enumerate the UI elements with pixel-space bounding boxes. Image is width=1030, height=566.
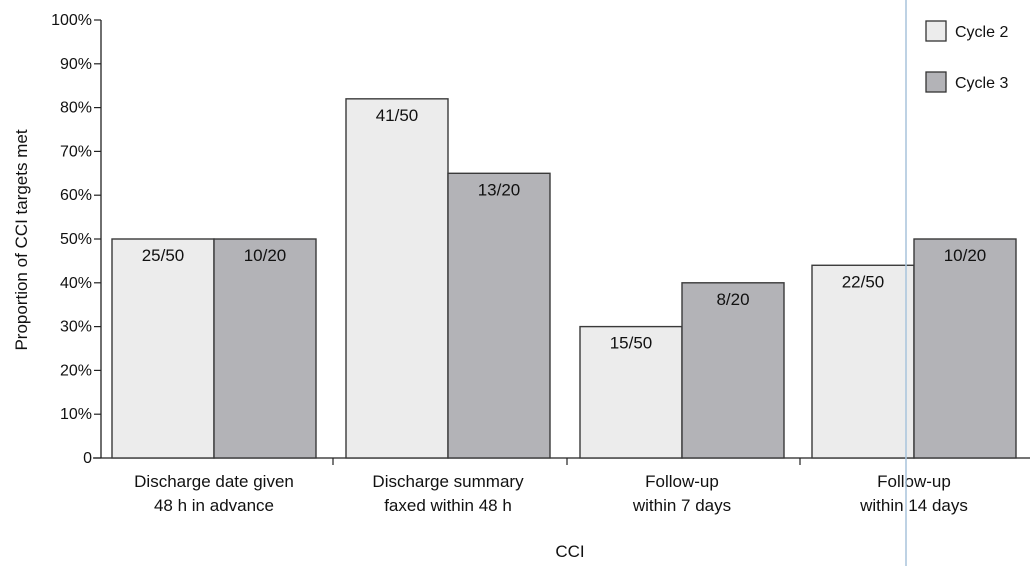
y-axis-title: Proportion of CCI targets met bbox=[12, 129, 31, 350]
bar-cycle-3 bbox=[213, 238, 317, 459]
bar-cycle-3 bbox=[681, 282, 785, 459]
bar-data-label: 41/50 bbox=[376, 106, 419, 125]
y-tick-label: 50% bbox=[60, 231, 92, 248]
bar-cycle-2 bbox=[579, 325, 683, 459]
bar-data-label: 15/50 bbox=[610, 334, 653, 353]
x-category-label: Follow-up bbox=[877, 472, 951, 491]
x-category-label: Discharge date given bbox=[134, 472, 294, 491]
bar-data-label: 22/50 bbox=[842, 272, 885, 291]
y-tick-label: 40% bbox=[60, 275, 92, 292]
bar-cycle-2 bbox=[345, 98, 449, 459]
bar-cycle-3 bbox=[447, 172, 551, 459]
bar-cycle-2 bbox=[111, 238, 215, 459]
legend-label: Cycle 2 bbox=[955, 24, 1008, 41]
chart-bars: 25/50 41/50 15/50 22/50 10/20 13/20 8/20 10/20 bbox=[111, 98, 1017, 459]
y-tick-label: 0 bbox=[83, 450, 92, 467]
y-tick-label: 100% bbox=[51, 12, 92, 29]
y-tick-label: 70% bbox=[60, 143, 92, 160]
bar-cycle-3 bbox=[913, 238, 1017, 459]
x-category-label: Follow-up bbox=[645, 472, 719, 491]
x-category-label: within 14 days bbox=[859, 496, 968, 515]
y-tick-label: 20% bbox=[60, 362, 92, 379]
y-tick-label: 30% bbox=[60, 319, 92, 336]
bar-data-label: 8/20 bbox=[716, 290, 749, 309]
legend-swatch bbox=[925, 20, 947, 42]
bar-data-label: 25/50 bbox=[142, 246, 185, 265]
y-tick-label: 80% bbox=[60, 100, 92, 117]
x-category-label: faxed within 48 h bbox=[384, 496, 512, 515]
bar-data-label: 10/20 bbox=[944, 246, 987, 265]
x-axis-title: CCI bbox=[555, 542, 584, 561]
legend-label: Cycle 3 bbox=[955, 75, 1008, 92]
chart-legend: Cycle 2 Cycle 3 bbox=[925, 20, 1008, 93]
y-tick-label: 10% bbox=[60, 406, 92, 423]
x-category-label: Discharge summary bbox=[372, 472, 524, 491]
bar-cycle-2 bbox=[811, 264, 915, 459]
x-category-label: within 7 days bbox=[632, 496, 731, 515]
y-tick-label: 60% bbox=[60, 187, 92, 204]
x-category-label: 48 h in advance bbox=[154, 496, 274, 515]
y-tick-label: 90% bbox=[60, 56, 92, 73]
legend-swatch bbox=[925, 71, 947, 93]
bar-data-label: 10/20 bbox=[244, 246, 287, 265]
chart-axes: 0 10% 20% 30% 40% 50% 60% 70% 80% 90% 100% Discharg… bbox=[51, 12, 1030, 515]
bar-data-label: 13/20 bbox=[478, 180, 521, 199]
